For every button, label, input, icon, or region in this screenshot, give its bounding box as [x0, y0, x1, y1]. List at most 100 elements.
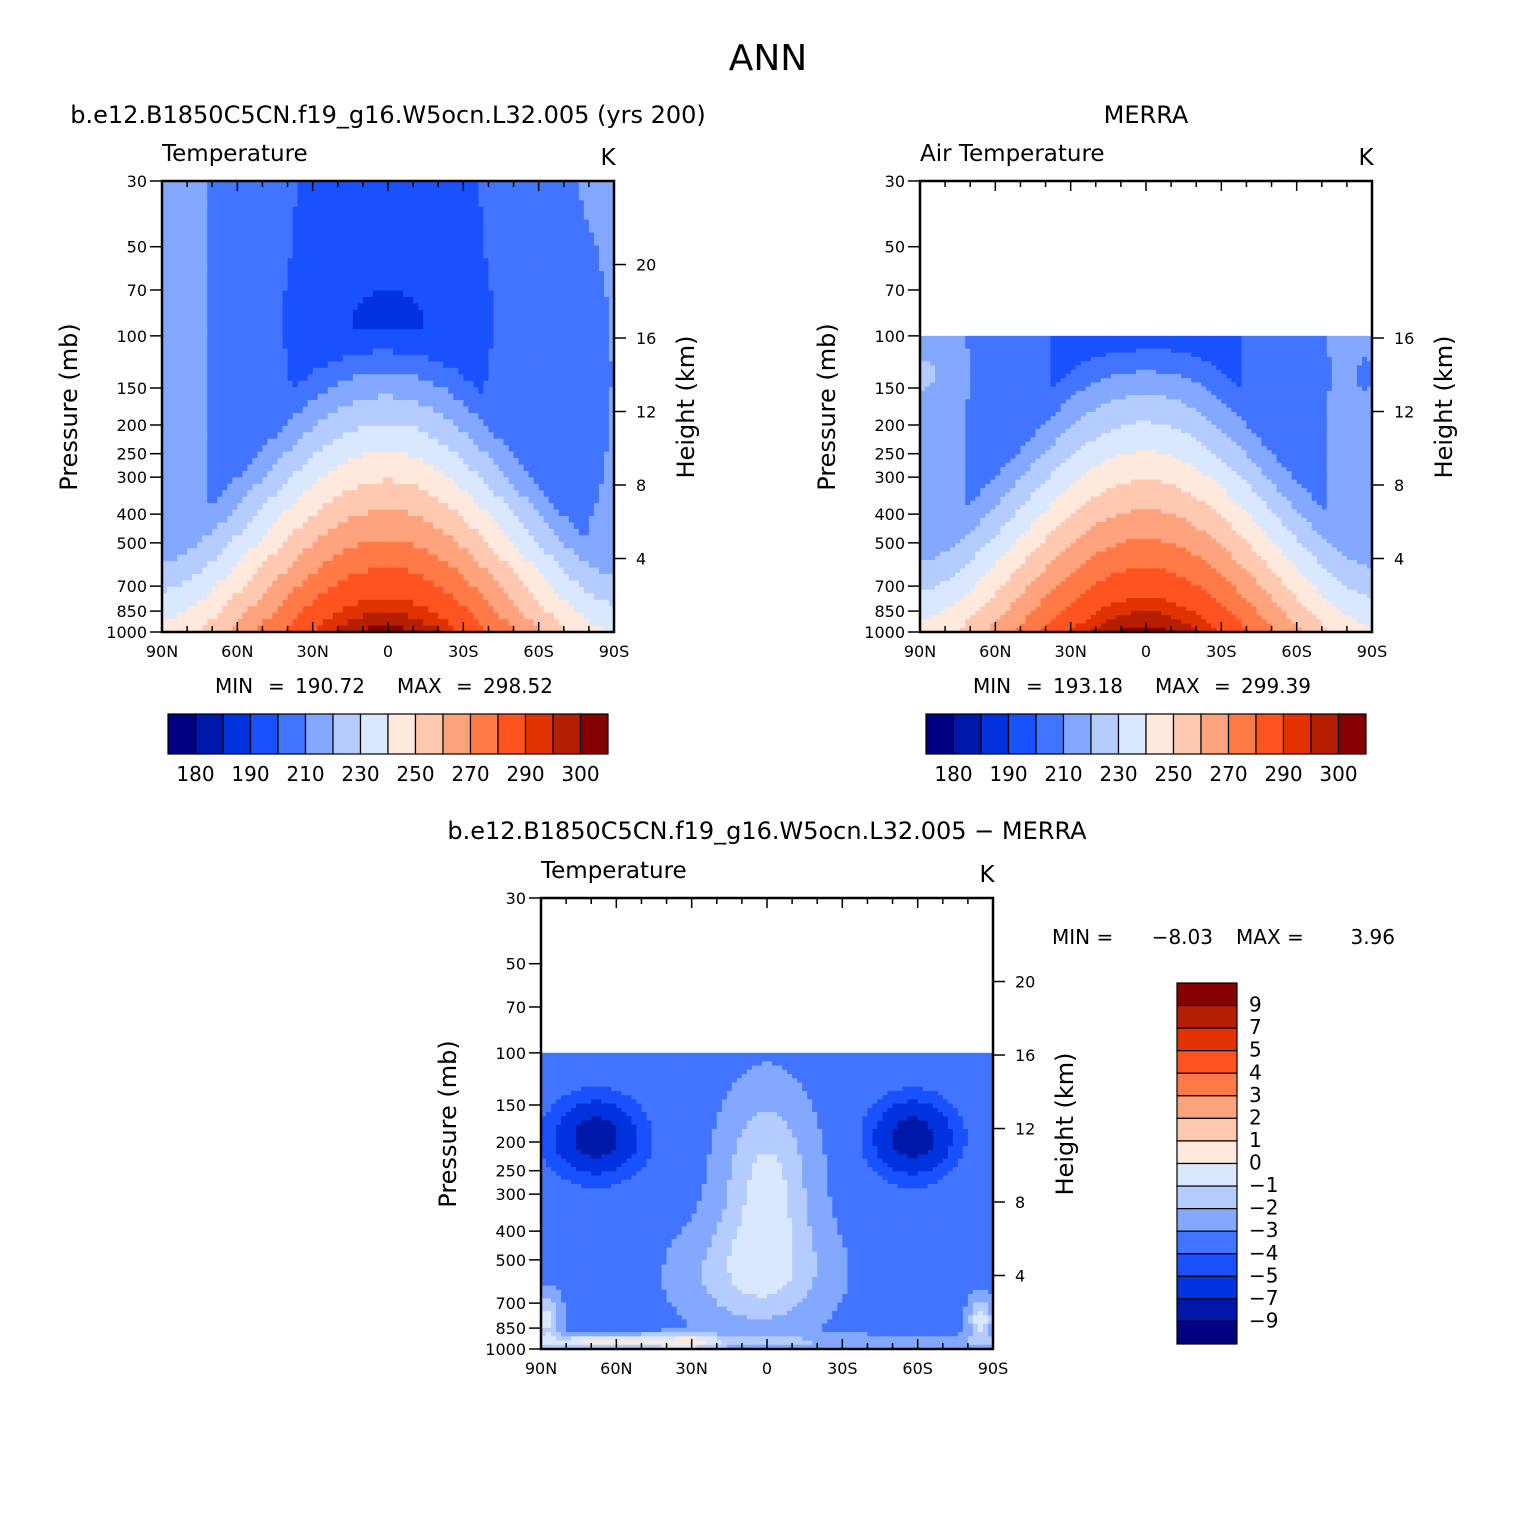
field-cell: [232, 381, 238, 388]
field-cell: [418, 213, 424, 220]
field-cell: [283, 407, 289, 414]
field-cell: [257, 439, 263, 446]
field-cell: [443, 329, 449, 336]
field-cell: [192, 381, 198, 388]
field-cell: [303, 342, 309, 349]
field-cell: [177, 432, 183, 439]
field-cell: [353, 510, 359, 517]
field-cell: [363, 336, 369, 343]
field-cell: [323, 387, 329, 394]
field-cell: [222, 471, 228, 478]
field-cell: [353, 535, 359, 542]
field-cell: [594, 503, 600, 510]
field-cell: [403, 464, 409, 471]
field-cell: [373, 471, 379, 478]
field-cell: [303, 432, 309, 439]
field-cell: [383, 284, 389, 291]
field-cell: [328, 477, 334, 484]
field-cell: [298, 419, 304, 426]
field-cell: [267, 233, 273, 240]
field-cell: [363, 297, 369, 304]
field-cell: [298, 394, 304, 401]
field-cell: [559, 503, 565, 510]
field-cell: [443, 445, 449, 452]
field-cell: [438, 207, 444, 214]
field-cell: [323, 316, 329, 323]
field-cell: [599, 310, 605, 317]
field-cell: [328, 497, 334, 504]
field-cell: [308, 239, 314, 246]
field-cell: [353, 233, 359, 240]
field-cell: [589, 291, 595, 298]
field-cell: [564, 522, 570, 529]
field-cell: [197, 213, 203, 220]
field-cell: [564, 226, 570, 233]
field-cell: [529, 510, 535, 517]
field-cell: [579, 239, 585, 246]
field-cell: [217, 329, 223, 336]
field-cell: [428, 484, 434, 491]
field-cell: [418, 194, 424, 201]
field-cell: [353, 323, 359, 330]
field-cell: [232, 497, 238, 504]
field-cell: [393, 394, 399, 401]
field-cell: [504, 355, 510, 362]
field-cell: [368, 510, 374, 517]
field-cell: [473, 503, 479, 510]
field-cell: [423, 510, 429, 517]
field-cell: [504, 394, 510, 401]
field-cell: [267, 265, 273, 272]
field-cell: [564, 265, 570, 272]
field-cell: [448, 297, 454, 304]
field-cell: [463, 400, 469, 407]
field-cell: [483, 200, 489, 207]
field-cell: [544, 258, 550, 265]
field-cell: [172, 278, 178, 285]
field-cell: [383, 342, 389, 349]
field-cell: [534, 336, 540, 343]
field-cell: [504, 497, 510, 504]
field-cell: [383, 439, 389, 446]
field-cell: [212, 226, 218, 233]
field-cell: [373, 207, 379, 214]
field-cell: [227, 381, 233, 388]
field-cell: [267, 529, 273, 536]
field-cell: [453, 490, 459, 497]
field-cell: [604, 233, 610, 240]
field-cell: [323, 258, 329, 265]
field-cell: [172, 439, 178, 446]
field-cell: [418, 187, 424, 194]
field-cell: [488, 490, 494, 497]
field-cell: [519, 381, 525, 388]
field-cell: [504, 336, 510, 343]
field-cell: [237, 239, 243, 246]
field-cell: [594, 387, 600, 394]
field-cell: [519, 426, 525, 433]
field-cell: [529, 394, 535, 401]
field-cell: [468, 529, 474, 536]
field-cell: [604, 490, 610, 497]
field-cell: [343, 258, 349, 265]
field-cell: [483, 439, 489, 446]
field-cell: [463, 458, 469, 465]
field-cell: [242, 452, 248, 459]
field-cell: [363, 529, 369, 536]
field-cell: [574, 394, 580, 401]
field-cell: [509, 239, 515, 246]
field-cell: [599, 361, 605, 368]
field-cell: [187, 278, 193, 285]
field-cell: [303, 426, 309, 433]
field-cell: [202, 510, 208, 517]
field-cell: [438, 510, 444, 517]
field-cell: [247, 284, 253, 291]
field-cell: [177, 194, 183, 201]
field-cell: [373, 258, 379, 265]
field-cell: [333, 374, 339, 381]
field-cell: [539, 226, 545, 233]
field-cell: [554, 510, 560, 517]
field-cell: [262, 310, 268, 317]
field-cell: [458, 355, 464, 362]
field-cell: [197, 355, 203, 362]
field-cell: [368, 374, 374, 381]
field-cell: [569, 271, 575, 278]
